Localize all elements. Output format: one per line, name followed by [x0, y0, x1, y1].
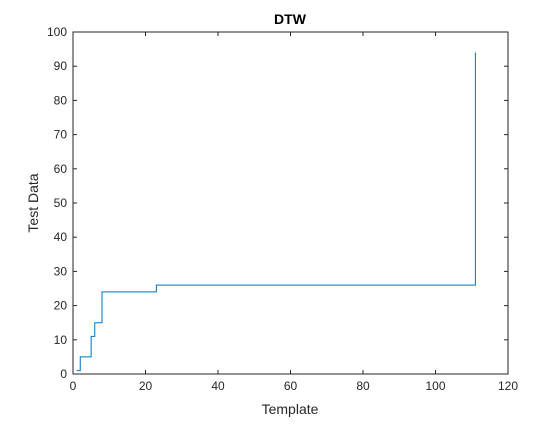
x-axis-label: Template [262, 401, 319, 417]
y-tick-label: 60 [54, 162, 68, 176]
y-tick-label: 40 [54, 230, 68, 244]
y-tick-label: 50 [54, 196, 68, 210]
y-tick-label: 90 [54, 59, 68, 73]
x-tick-label: 100 [425, 379, 445, 393]
y-tick-label: 30 [54, 264, 68, 278]
series-layer [76, 52, 476, 372]
x-tick-label: 20 [139, 379, 153, 393]
y-tick-label: 20 [54, 299, 68, 313]
y-tick-label: 70 [54, 128, 68, 142]
x-tick-label: 0 [70, 379, 77, 393]
x-tick-label: 40 [211, 379, 225, 393]
y-axis-label: Test Data [25, 173, 41, 232]
x-tick-label: 60 [284, 379, 298, 393]
y-tick-label: 10 [54, 333, 68, 347]
axis-ticks: 0 20 40 60 80 100 120 0 10 20 30 40 50 60 70 80 90 100 [47, 25, 518, 393]
series-line [76, 52, 476, 372]
y-tick-label: 100 [47, 25, 67, 39]
plot-area [72, 31, 509, 375]
x-tick-label: 120 [498, 379, 518, 393]
x-tick-label: 80 [356, 379, 370, 393]
chart-title: DTW [274, 11, 307, 27]
y-tick-label: 80 [54, 93, 68, 107]
y-tick-label: 0 [60, 367, 67, 381]
